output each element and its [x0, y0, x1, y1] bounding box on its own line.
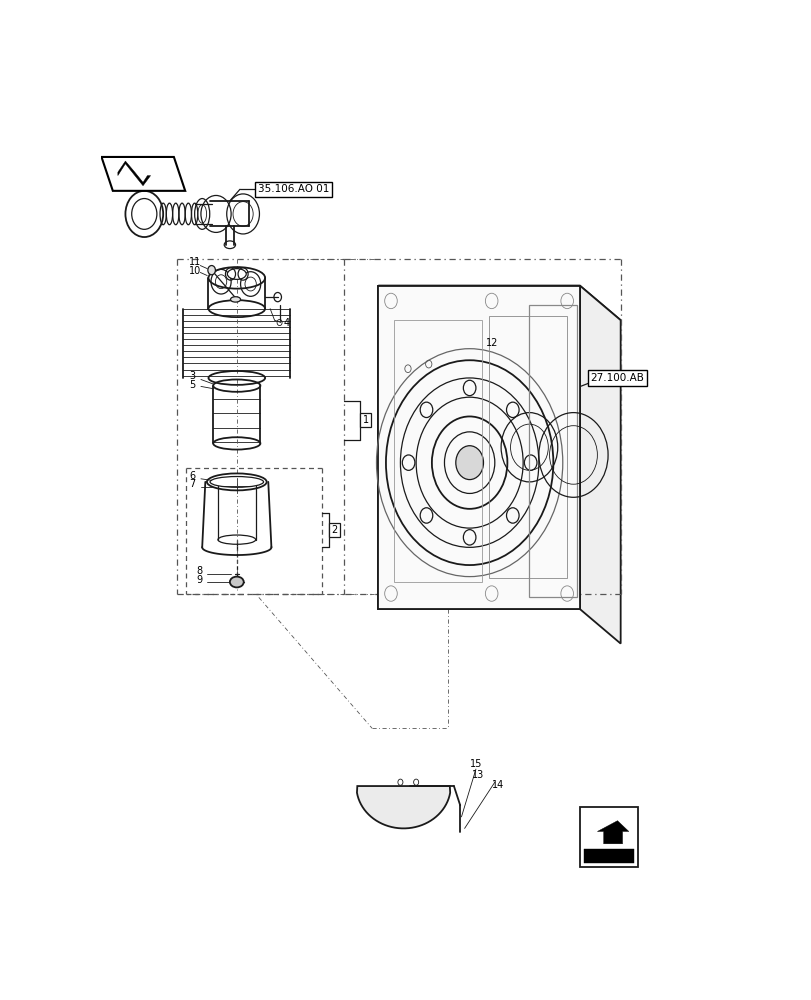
Text: 5: 5	[190, 380, 195, 390]
Polygon shape	[118, 161, 150, 186]
Circle shape	[208, 266, 215, 275]
Bar	[360, 413, 371, 427]
Text: 27.100.AB: 27.100.AB	[590, 373, 644, 383]
Text: 10: 10	[188, 266, 200, 276]
Text: 3: 3	[190, 371, 195, 381]
Bar	[583, 849, 633, 863]
Bar	[378, 286, 579, 609]
Bar	[529, 305, 576, 597]
Text: 6: 6	[190, 471, 195, 481]
Text: 9: 9	[195, 575, 202, 585]
Text: 8: 8	[195, 566, 202, 576]
Text: 13: 13	[471, 770, 483, 780]
Text: 12: 12	[485, 338, 497, 348]
Ellipse shape	[227, 269, 246, 279]
Ellipse shape	[230, 297, 240, 302]
Polygon shape	[101, 157, 185, 191]
Text: 35.106.AO 01: 35.106.AO 01	[257, 184, 328, 194]
Polygon shape	[403, 355, 438, 374]
Text: 7: 7	[190, 479, 195, 489]
Bar	[393, 320, 482, 582]
Bar	[488, 316, 567, 578]
Text: 11: 11	[188, 257, 200, 267]
Bar	[328, 523, 340, 537]
Polygon shape	[597, 821, 628, 844]
Text: 14: 14	[491, 780, 504, 790]
Bar	[579, 807, 637, 867]
Polygon shape	[357, 786, 449, 828]
Ellipse shape	[230, 577, 243, 587]
Text: 4: 4	[283, 318, 290, 328]
Polygon shape	[378, 286, 620, 320]
Polygon shape	[579, 286, 620, 644]
Bar	[378, 286, 579, 609]
Text: 15: 15	[470, 759, 482, 769]
Text: 2: 2	[331, 525, 337, 535]
Text: 1: 1	[363, 415, 368, 425]
Circle shape	[455, 446, 483, 480]
